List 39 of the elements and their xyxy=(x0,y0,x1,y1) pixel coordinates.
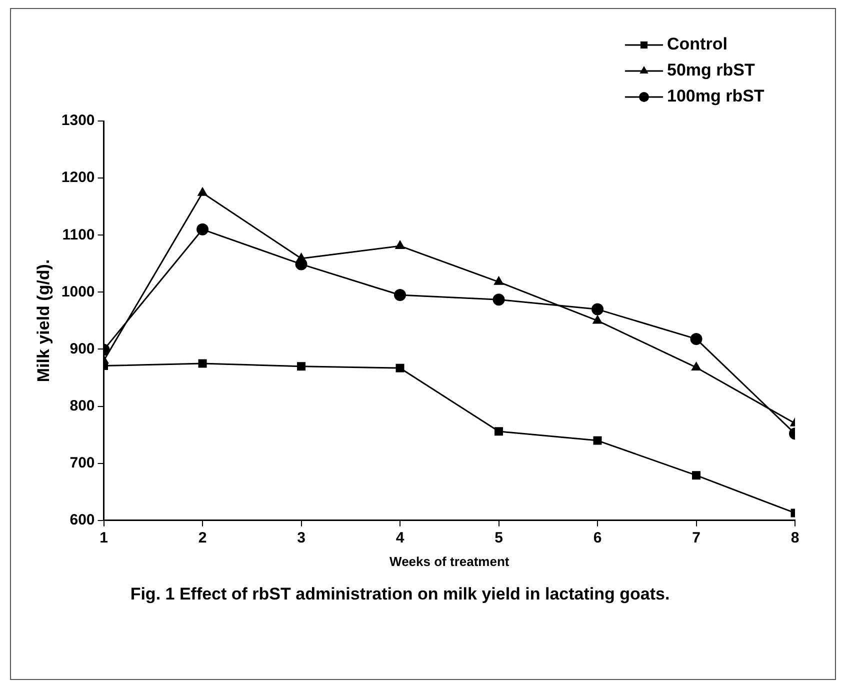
y-axis-title: Milk yield (g/d). xyxy=(34,259,53,382)
point xyxy=(592,314,603,324)
legend-label: 50mg rbST xyxy=(667,60,756,80)
point xyxy=(394,289,406,302)
y-tick-label: 1200 xyxy=(61,169,95,186)
x-tick-label: 4 xyxy=(396,530,405,547)
x-tick-label: 6 xyxy=(593,530,602,547)
y-tick-label: 700 xyxy=(70,454,95,472)
point xyxy=(592,303,604,316)
legend-label: Control xyxy=(667,34,728,54)
x-tick-label: 2 xyxy=(198,530,207,547)
point xyxy=(692,471,700,480)
y-tick-label: 1100 xyxy=(62,226,95,244)
point xyxy=(394,240,406,249)
point xyxy=(494,427,503,436)
x-tick-label: 3 xyxy=(297,530,306,547)
y-tick-label: 800 xyxy=(70,397,95,414)
point xyxy=(197,186,208,196)
x-tick-label: 1 xyxy=(100,530,108,547)
point xyxy=(296,252,306,262)
legend-label: 100mg rbST xyxy=(667,86,765,106)
x-tick-label: 8 xyxy=(790,530,800,547)
point xyxy=(396,364,404,372)
x-tick-label: 5 xyxy=(494,530,503,547)
point xyxy=(196,223,209,236)
x-axis-title: Weeks of treatment xyxy=(390,554,510,569)
y-tick-label: 600 xyxy=(70,512,95,529)
point xyxy=(691,361,702,370)
point xyxy=(593,436,602,445)
y-tick-label: 1300 xyxy=(61,112,95,130)
point xyxy=(198,359,207,368)
y-tick-label: 1000 xyxy=(61,283,95,300)
y-tick-label: 900 xyxy=(70,340,95,358)
caption: Fig. 1 Effect of rbST administration on milk yield in lactating goats. xyxy=(130,584,670,604)
x-tick-label: 7 xyxy=(692,530,700,547)
point xyxy=(494,276,504,285)
point xyxy=(690,332,702,345)
point xyxy=(492,294,505,306)
point xyxy=(297,362,306,371)
